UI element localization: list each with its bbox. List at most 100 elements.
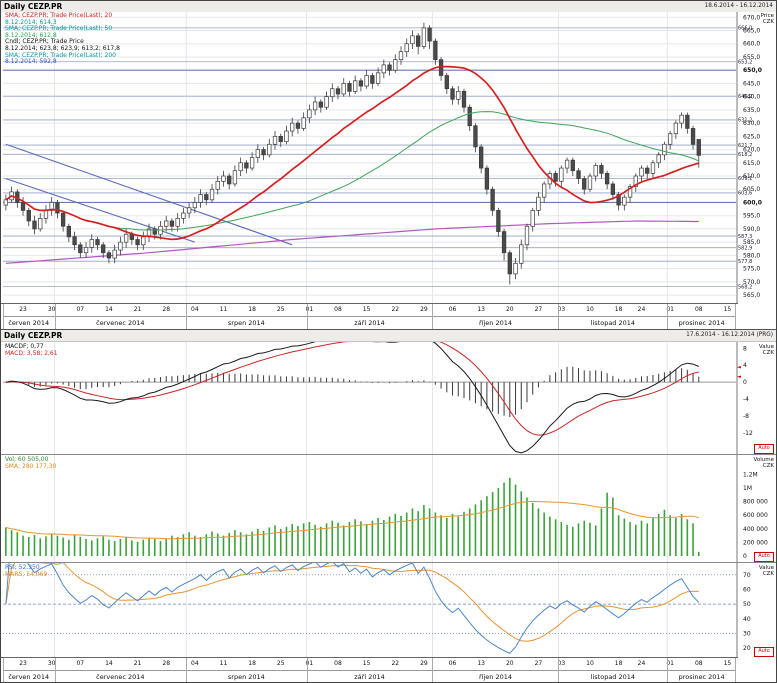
svg-text:60: 60: [743, 586, 751, 593]
price-chart-plot[interactable]: 670,0 665,0 660,0 655,0 650,0 645,0 640,0 635,0…: [1, 12, 777, 303]
auto-scale-button[interactable]: Auto: [754, 647, 774, 657]
legend-line: SMA; CEZP.PR; Trade Price(Last); 50: [5, 25, 113, 33]
svg-text:570,0: 570,0: [743, 279, 760, 286]
support-resistance-lines: [3, 27, 736, 287]
chart-title: Daily CEZP.PR: [4, 2, 63, 11]
svg-text:620,0: 620,0: [743, 147, 760, 154]
date-tick: 01: [666, 660, 674, 667]
month-separator: [558, 304, 560, 329]
month-gridlines: [54, 455, 668, 562]
month-separator: [3, 304, 4, 329]
svg-text:568,2: 568,2: [738, 284, 752, 290]
legend-line: 8.12.2014; 623,8; 623,9; 613,2; 617,8: [5, 44, 120, 52]
month-separator: [306, 658, 308, 682]
svg-text:600,0: 600,0: [743, 199, 762, 206]
indicator-panel-header: Daily CEZP.PR 17.6.2014 - 16.12.2014 (PR…: [1, 329, 776, 342]
axis-title-line: CZK: [762, 463, 774, 469]
date-tick: 15: [362, 660, 371, 667]
rsi-legend: RSI; 52,350 MARS; 54,069: [5, 564, 47, 578]
date-tick: 22: [391, 660, 400, 667]
svg-text:200 000: 200 000: [743, 539, 768, 546]
month-label: září 2014: [306, 670, 433, 682]
svg-text:400 000: 400 000: [743, 526, 768, 533]
svg-text:635,0: 635,0: [743, 107, 760, 114]
auto-scale-button[interactable]: Auto: [754, 444, 774, 454]
date-tick: 18: [248, 660, 256, 667]
date-tick: 20: [505, 660, 514, 667]
price-panel-header: Daily CEZP.PR 18.6.2014 - 16.12.2014: [1, 1, 776, 12]
month-separator: [3, 658, 4, 682]
svg-text:610,0: 610,0: [743, 173, 760, 180]
trend-lines: [5, 143, 293, 246]
chart-date-range: 18.6.2014 - 16.12.2014: [704, 3, 773, 9]
volume-bars: [5, 477, 700, 556]
legend-line: 8.12.2014; 612,8: [5, 31, 57, 39]
macd-histogram: [11, 366, 700, 417]
axis-title-line: Price: [760, 13, 774, 19]
month-separator: [54, 658, 56, 682]
auto-scale-button[interactable]: Auto: [754, 552, 774, 562]
legend-line: MACD; 3,58; 2,61: [5, 349, 58, 357]
date-tick: 18: [248, 306, 256, 313]
date-tick: 15: [723, 660, 732, 667]
date-tick: 10: [586, 306, 594, 313]
svg-text:575,0: 575,0: [743, 266, 760, 273]
legend-line: MACDF; 0,77: [5, 343, 44, 350]
macd-chart-plot[interactable]: 840-4-8-12◄◄: [1, 342, 777, 454]
svg-text:50: 50: [743, 601, 751, 608]
month-label: září 2014: [306, 316, 433, 329]
svg-text:630,0: 630,0: [743, 120, 760, 127]
date-tick: 03: [557, 306, 566, 313]
month-label: srpen 2014: [186, 670, 307, 682]
date-tick: 15: [723, 306, 732, 313]
date-tick: 29: [420, 306, 428, 313]
panel-divider: [1, 562, 776, 563]
rsi-chart-plot[interactable]: 70 60 50 40 30 20: [1, 563, 777, 657]
volume-chart-plot[interactable]: 1,2M 1M 800 000 600 000 400 000 200 000 0: [1, 455, 777, 562]
date-tick: 07: [76, 660, 85, 667]
svg-text:605,0: 605,0: [743, 186, 760, 193]
svg-text:600 000: 600 000: [743, 512, 768, 519]
volume-tick-labels: 1,2M 1M 800 000 600 000 400 000 200 000 0: [743, 471, 768, 560]
svg-text:8: 8: [743, 345, 747, 352]
price-level-labels: 666,0 653,2 640,2 631,2 621,7 618,2 609,1 603,6…: [738, 26, 752, 291]
date-tick: 14: [105, 660, 113, 667]
date-tick: 29: [420, 660, 428, 667]
month-label: prosinec 2014: [667, 670, 736, 682]
date-tick: 18: [614, 306, 623, 313]
svg-text:645,0: 645,0: [743, 80, 760, 87]
date-tick: 28: [162, 660, 171, 667]
svg-text:595,0: 595,0: [743, 213, 760, 220]
macd-value-markers: ◄◄: [737, 364, 741, 379]
month-separator: [667, 304, 669, 329]
date-tick: 30: [47, 660, 56, 667]
month-separator: [186, 658, 188, 682]
svg-text:640,0: 640,0: [743, 94, 760, 101]
axis-title-line: Volume: [753, 457, 774, 463]
legend-line: SMA; 280 177,30: [5, 462, 57, 470]
svg-text:653,2: 653,2: [738, 60, 752, 66]
svg-text:615,0: 615,0: [743, 160, 760, 167]
svg-text:-8: -8: [743, 413, 749, 420]
macd-signal-line: [5, 342, 699, 436]
date-tick: 22: [391, 306, 400, 313]
axis-title-line: Value: [758, 344, 774, 350]
month-label: červenec 2014: [54, 670, 187, 682]
svg-text:30: 30: [743, 631, 751, 638]
date-tick: 04: [191, 660, 199, 667]
svg-text:◄: ◄: [737, 374, 741, 380]
date-tick: 10: [586, 660, 594, 667]
volume-axis-title: Volume CZK: [736, 457, 774, 469]
svg-text:585,0: 585,0: [743, 239, 760, 246]
date-tick: 03: [557, 660, 566, 667]
svg-text:580,0: 580,0: [743, 252, 760, 259]
svg-text:-12: -12: [743, 430, 753, 437]
svg-text:582,9: 582,9: [738, 246, 752, 252]
legend-line: Cndl; CEZP.PR; Trade Price: [5, 38, 84, 46]
sma20-line: [5, 65, 700, 241]
svg-text:577,8: 577,8: [738, 259, 752, 265]
month-label: listopad 2014: [558, 670, 668, 682]
svg-text:4: 4: [743, 362, 747, 369]
svg-text:670,0: 670,0: [743, 14, 760, 21]
